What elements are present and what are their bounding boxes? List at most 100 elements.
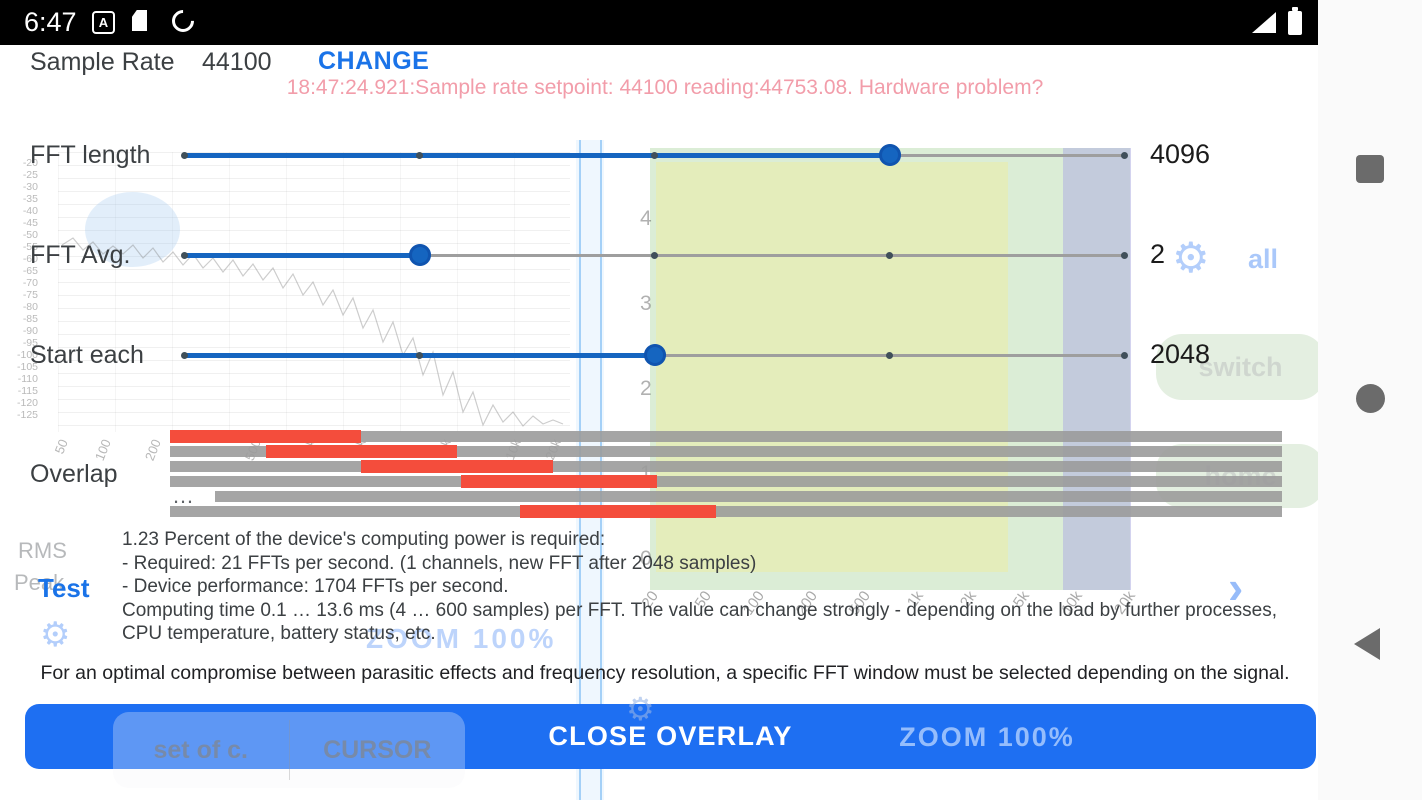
slider-track[interactable] (181, 343, 1128, 367)
overlap-row (170, 460, 1282, 476)
back-icon[interactable] (1354, 628, 1380, 660)
db-label-axis-label: -50 (22, 229, 38, 241)
db-label-axis-label: -110 (17, 373, 38, 385)
status-time: 6:47 (24, 7, 77, 37)
db-label-axis-label: -70 (22, 277, 38, 289)
chart-grid (58, 152, 570, 432)
data-saver-icon (167, 5, 199, 37)
overlap-label: Overlap (30, 460, 118, 488)
spectrogram-yellow-region (656, 162, 1008, 572)
db-label-axis-label: -115 (17, 385, 38, 397)
signal-bar (170, 475, 1282, 488)
close-overlay-button[interactable]: CLOSE OVERLAY (25, 704, 1316, 769)
db-label-axis-label: -100 (16, 349, 38, 361)
spectrum-blob (85, 192, 180, 267)
db-label-axis-label: -25 (22, 169, 38, 181)
gear-icon[interactable] (40, 615, 70, 655)
cursor-button[interactable]: CURSOR (323, 735, 432, 764)
fft-window-note: For an optimal compromise between parasi… (40, 662, 1290, 684)
spectrum-trace (61, 237, 564, 427)
db-label-axis-label: -125 (16, 409, 38, 421)
fft-window-segment (461, 475, 658, 488)
gear-icon[interactable] (626, 690, 655, 728)
set-of-curves-button[interactable]: set of c. (153, 735, 248, 764)
db-label-axis-label: -40 (22, 205, 38, 217)
db-label-axis-label: -60 (22, 253, 38, 265)
db-label-axis-label: -45 (22, 217, 38, 229)
overlap-row: … (170, 483, 1282, 508)
slider-tick (651, 252, 658, 259)
info-line: - Required: 21 FFTs per second. (1 chann… (122, 552, 757, 574)
slider-handle[interactable] (409, 244, 431, 266)
db-label-axis-label: -75 (22, 289, 38, 301)
slider-tick (1121, 252, 1128, 259)
sample-rate-label: Sample Rate (30, 48, 175, 76)
info-line: 1.23 Percent of the device's computing p… (122, 529, 606, 550)
fft-avg-slider[interactable]: FFT Avg. 2 (0, 213, 1330, 297)
perf-num-axis-label: 2 (640, 377, 652, 400)
all-button[interactable]: all (1248, 244, 1279, 274)
computing-info: 1.23 Percent of the device's computing p… (122, 528, 1287, 646)
signal-bar (170, 445, 1282, 458)
slider-track[interactable] (181, 243, 1128, 267)
db-label-axis-label: -20 (22, 157, 38, 169)
test-button[interactable]: Test (38, 573, 90, 603)
slider-tick (181, 352, 188, 359)
overlap-row (170, 505, 1282, 521)
db-label-axis-label: -105 (16, 361, 38, 373)
overlap-ellipsis: … (172, 483, 194, 508)
slider-handle[interactable] (644, 344, 666, 366)
overlap-bars: … (170, 430, 1282, 521)
background-app: RMS Peak Test ZOOM 100% all switch home … (0, 45, 1325, 800)
overlap-row (170, 445, 1282, 461)
slider-tick (1121, 352, 1128, 359)
fft-window-segment (170, 430, 362, 443)
db-label-axis-label: -120 (16, 397, 38, 409)
slider-label: Start each (30, 341, 144, 369)
db-label-axis-label: -30 (22, 181, 38, 193)
slider-track-fill (185, 253, 420, 258)
fft-length-slider[interactable]: FFT length 4096 (0, 113, 1330, 197)
peak-label: Peak (14, 570, 65, 595)
slider-value: 4096 (1150, 139, 1211, 169)
recents-icon[interactable] (1356, 155, 1384, 183)
db-label-axis-label: -80 (22, 301, 38, 313)
slider-tick (1121, 152, 1128, 159)
navigation-bar (1318, 0, 1422, 800)
zoom-button[interactable]: ZOOM 100% (366, 623, 557, 654)
zoom-button[interactable]: ZOOM 100% (899, 722, 1075, 752)
signal-bar (215, 491, 1282, 502)
info-line: Computing time 0.1 … 13.6 ms (4 … 600 sa… (122, 599, 1278, 645)
slider-tick (651, 152, 658, 159)
slider-value: 2048 (1150, 339, 1211, 369)
freq-mid-axis-label: 200 (141, 437, 164, 463)
switch-button[interactable]: switch (1156, 334, 1325, 400)
home-icon[interactable] (1356, 384, 1385, 413)
slider-tick (416, 152, 423, 159)
slider-label: FFT length (30, 141, 151, 169)
db-label-axis-label: -35 (22, 193, 38, 205)
perf-num-axis-label: 1 (640, 462, 652, 485)
slider-handle[interactable] (879, 144, 901, 166)
slider-tick (181, 252, 188, 259)
info-line: - Device performance: 1704 FFTs per seco… (122, 576, 509, 597)
slider-tick (416, 352, 423, 359)
fft-window-segment (361, 460, 553, 473)
slider-track[interactable] (181, 143, 1128, 167)
start-each-slider[interactable]: Start each 2048 (0, 313, 1330, 397)
rms-label: RMS (18, 538, 67, 563)
slider-track-fill (185, 153, 890, 158)
signal-icon (1252, 12, 1276, 33)
slider-tick (886, 352, 893, 359)
db-label-axis-label: -95 (22, 337, 38, 349)
perf-num-axis-label: 0 (640, 547, 652, 570)
status-bar: 6:47 (0, 0, 1318, 45)
sample-rate-value: 44100 (202, 48, 272, 76)
signal-bar (170, 460, 1282, 473)
perf-num-axis-label: 3 (640, 292, 652, 315)
change-button[interactable]: CHANGE (318, 47, 430, 75)
fft-window-segment (520, 505, 716, 518)
slider-label: FFT Avg. (30, 241, 131, 269)
db-label-axis-label: -65 (22, 265, 38, 277)
